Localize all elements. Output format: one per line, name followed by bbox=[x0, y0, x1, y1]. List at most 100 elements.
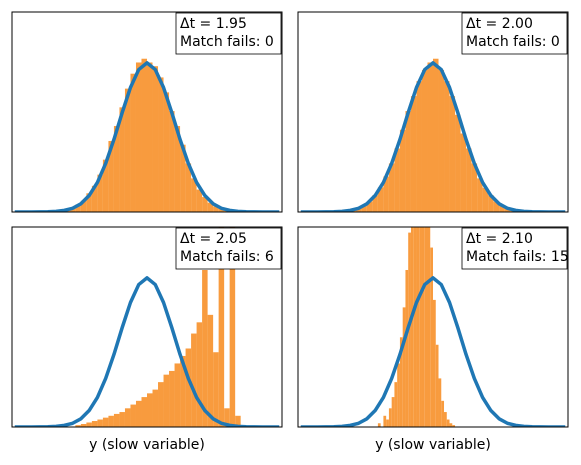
histogram-bar bbox=[372, 195, 378, 212]
histogram-bar bbox=[416, 227, 420, 427]
histogram-bar bbox=[218, 227, 225, 427]
histogram-bar bbox=[449, 423, 453, 427]
histogram-bar bbox=[427, 62, 433, 212]
histogram-bar bbox=[427, 227, 431, 427]
annotation-box bbox=[461, 227, 568, 270]
histogram-bar bbox=[147, 393, 153, 427]
histogram-bar bbox=[91, 185, 98, 212]
histogram-bar bbox=[355, 208, 362, 212]
histogram-bar bbox=[366, 201, 373, 212]
histogram-bar bbox=[213, 352, 219, 427]
histogram-bar bbox=[163, 92, 170, 212]
histogram-bar bbox=[152, 66, 159, 212]
histogram-bar bbox=[433, 58, 439, 212]
histogram-bar bbox=[113, 413, 120, 427]
histogram-bar bbox=[86, 193, 92, 212]
histogram-bar bbox=[80, 200, 87, 212]
histogram-bar bbox=[493, 201, 500, 212]
panel-frame bbox=[11, 11, 283, 213]
histogram-bar bbox=[135, 62, 142, 212]
annotation-text: Δt = 2.10 bbox=[466, 231, 533, 247]
histogram-bar bbox=[113, 126, 120, 212]
histogram-bar bbox=[446, 419, 450, 427]
annotation-text: Δt = 2.05 bbox=[180, 231, 247, 247]
histogram-bar bbox=[202, 197, 208, 212]
histogram-bar bbox=[413, 227, 417, 427]
histogram-bar bbox=[174, 126, 181, 212]
histogram-bar bbox=[152, 389, 159, 427]
histogram-bar bbox=[402, 307, 406, 427]
histogram-bar bbox=[444, 412, 447, 427]
histogram-bar bbox=[449, 96, 456, 212]
histogram-bar bbox=[377, 187, 384, 212]
histogram-bar bbox=[185, 163, 192, 212]
histogram-bar bbox=[488, 195, 494, 212]
histogram-bar bbox=[499, 205, 505, 212]
histogram-bar bbox=[410, 227, 414, 427]
histogram-bar bbox=[130, 73, 136, 212]
histogram-bar bbox=[416, 81, 422, 212]
histogram-bar bbox=[196, 322, 203, 427]
annotation-text: Match fails: 0 bbox=[180, 34, 274, 50]
histogram-bar bbox=[97, 174, 103, 212]
histogram-bar bbox=[391, 397, 395, 427]
histogram-bar bbox=[430, 247, 433, 427]
annotation-text: Match fails: 15 bbox=[466, 249, 569, 265]
histogram-bar bbox=[477, 178, 483, 212]
histogram-bar bbox=[180, 355, 186, 427]
histogram-bar bbox=[158, 382, 164, 427]
histogram-bar bbox=[102, 159, 109, 212]
histogram-bar bbox=[196, 189, 203, 212]
histogram-bar bbox=[75, 425, 81, 427]
histogram-bar bbox=[504, 208, 511, 212]
histogram-bar bbox=[185, 348, 192, 427]
histogram-bar bbox=[482, 187, 489, 212]
annotation-box bbox=[175, 227, 282, 270]
histogram-bar bbox=[130, 404, 136, 427]
histogram-bar bbox=[471, 163, 478, 212]
histogram-bar bbox=[452, 425, 456, 427]
histogram-bar bbox=[91, 421, 98, 427]
histogram-bar bbox=[466, 148, 472, 212]
histogram-bar bbox=[421, 69, 428, 212]
gaussian-curve bbox=[14, 61, 280, 212]
histogram-bar bbox=[119, 107, 125, 212]
histogram-bar bbox=[124, 88, 131, 212]
histogram-bar bbox=[397, 363, 400, 427]
histogram-bar bbox=[405, 111, 411, 212]
histogram-bar bbox=[124, 408, 131, 427]
histogram-bar bbox=[383, 415, 387, 427]
histogram-bar bbox=[424, 227, 428, 427]
histogram-bar bbox=[399, 129, 406, 212]
histogram-bar bbox=[435, 344, 439, 427]
histogram-bar bbox=[438, 378, 442, 427]
histogram-bar bbox=[97, 419, 103, 427]
histogram-bar bbox=[438, 69, 445, 212]
panel bbox=[300, 58, 566, 212]
histogram-bar bbox=[141, 58, 147, 212]
histogram-bar bbox=[108, 415, 114, 427]
annotation-text: Δt = 1.95 bbox=[180, 16, 247, 32]
histogram-bar bbox=[191, 178, 197, 212]
histogram-bar bbox=[180, 144, 186, 212]
annotation-text: Match fails: 6 bbox=[180, 249, 274, 265]
histogram-bar bbox=[80, 424, 87, 427]
gaussian-curve bbox=[14, 276, 280, 427]
histogram-bar bbox=[444, 81, 450, 212]
histogram-bar bbox=[86, 422, 92, 427]
histogram-bar bbox=[441, 400, 445, 427]
histogram-bar bbox=[394, 148, 400, 212]
histogram-bar bbox=[191, 333, 197, 427]
panel-frame bbox=[297, 11, 569, 213]
histogram-bar bbox=[421, 227, 425, 427]
panel bbox=[14, 227, 280, 427]
histogram-bar bbox=[174, 363, 181, 427]
histogram-bar bbox=[207, 314, 214, 427]
panel-frame bbox=[11, 226, 283, 428]
panel bbox=[14, 58, 280, 212]
histogram-bar bbox=[235, 415, 241, 427]
histogram-bar bbox=[169, 111, 175, 212]
gaussian-curve bbox=[300, 276, 566, 427]
histogram-bar bbox=[460, 133, 467, 212]
